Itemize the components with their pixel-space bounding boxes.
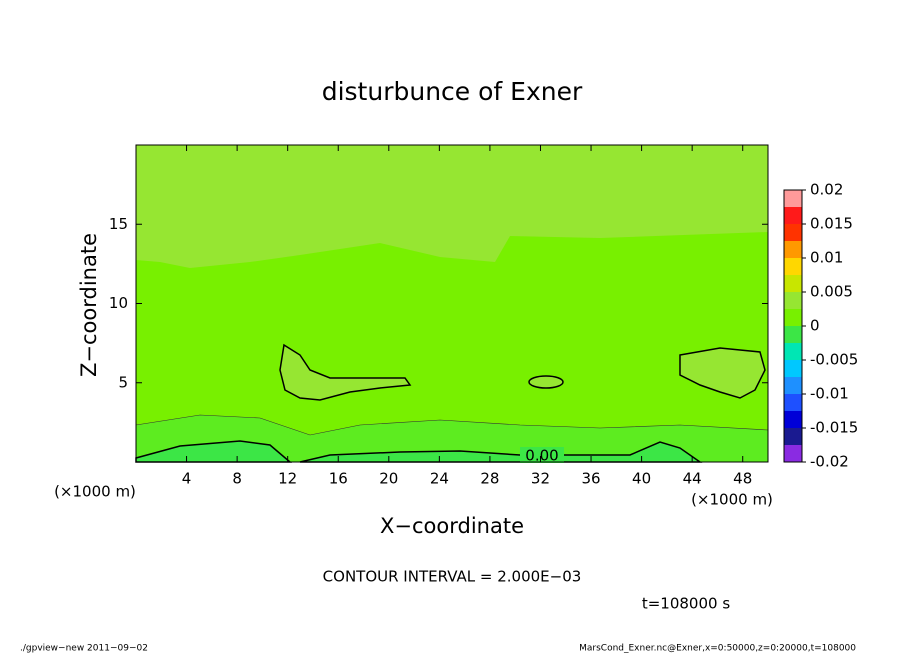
- contour-fill: [300, 442, 700, 462]
- colorbar-swatch: [784, 190, 802, 207]
- contour-line: [279, 343, 412, 401]
- colorbar-tick-label: 0: [810, 317, 820, 335]
- colorbar-tick-label: -0.015: [810, 419, 858, 437]
- x-tick-label: 32: [531, 470, 550, 488]
- colorbar-swatch: [784, 428, 802, 445]
- colorbar-swatch: [784, 224, 802, 241]
- colorbar-tick-label: 0.01: [810, 249, 843, 267]
- y-axis-label: Z−coordinate: [77, 233, 101, 377]
- contour-label: 0.00: [525, 447, 558, 465]
- x-tick-label: 20: [379, 470, 398, 488]
- x-tick-label: 28: [480, 470, 499, 488]
- contour-line: [135, 414, 769, 436]
- y-tick-label: 15: [109, 215, 128, 233]
- colorbar-swatch: [784, 275, 802, 292]
- plot-area: 0.00: [135, 145, 769, 465]
- footer: MarsCond_Exner.nc@Exner,x=0:50000,z=0:20…: [579, 644, 856, 654]
- colorbar-swatch: [784, 445, 802, 462]
- colorbar-tick-label: -0.01: [810, 385, 849, 403]
- contour-fill: [136, 441, 290, 462]
- contour-interval: CONTOUR INTERVAL = 2.000E−03: [323, 568, 582, 586]
- colorbar-swatch: [784, 377, 802, 394]
- colorbar-swatch: [784, 207, 802, 224]
- label-bg: [520, 447, 564, 463]
- colorbar-tick-label: -0.02: [810, 453, 849, 471]
- colorbar-tick-label: 0.005: [810, 283, 853, 301]
- colorbar-swatch: [784, 360, 802, 377]
- contour-fill: [529, 376, 563, 388]
- x-unit: (×1000 m): [691, 491, 773, 509]
- x-axis-label: X−coordinate: [380, 514, 524, 538]
- colorbar-swatch: [784, 258, 802, 275]
- contour-fill: [280, 345, 410, 400]
- x-tick-label: 8: [232, 470, 242, 488]
- x-tick-label: 24: [430, 470, 449, 488]
- contour-line: [299, 441, 703, 463]
- x-tick-label: 48: [733, 470, 752, 488]
- colorbar-swatch: [784, 394, 802, 411]
- colorbar-swatch: [784, 411, 802, 428]
- colorbar-swatch: [784, 241, 802, 258]
- colorbar-swatch: [784, 343, 802, 360]
- y-tick-label: 5: [118, 373, 128, 391]
- contour-line: [679, 347, 766, 399]
- x-tick-label: 4: [182, 470, 192, 488]
- colorbar-swatch: [784, 326, 802, 343]
- colorbar-tick-label: 0.015: [810, 215, 853, 233]
- x-tick-label: 16: [329, 470, 348, 488]
- colorbar-swatch: [784, 309, 802, 326]
- colorbar-tick-label: -0.005: [810, 351, 858, 369]
- contour-fill: [680, 348, 765, 398]
- chart-title: disturbunce of Exner: [322, 77, 583, 106]
- footer: ./gpview−new 2011−09−02: [20, 644, 148, 654]
- y-tick-label: 10: [109, 294, 128, 312]
- x-tick-label: 36: [581, 470, 600, 488]
- x-tick-label: 40: [632, 470, 651, 488]
- contour-fill: [136, 415, 768, 462]
- x-tick-label: 44: [683, 470, 702, 488]
- x-tick-label: 12: [278, 470, 297, 488]
- contour-fill: [136, 145, 768, 268]
- colorbar-tick-label: 0.02: [810, 181, 843, 199]
- contour-line: [528, 375, 564, 389]
- time-label: t=108000 s: [642, 595, 730, 613]
- colorbar-swatch: [784, 292, 802, 309]
- x-unit: (×1000 m): [54, 483, 136, 501]
